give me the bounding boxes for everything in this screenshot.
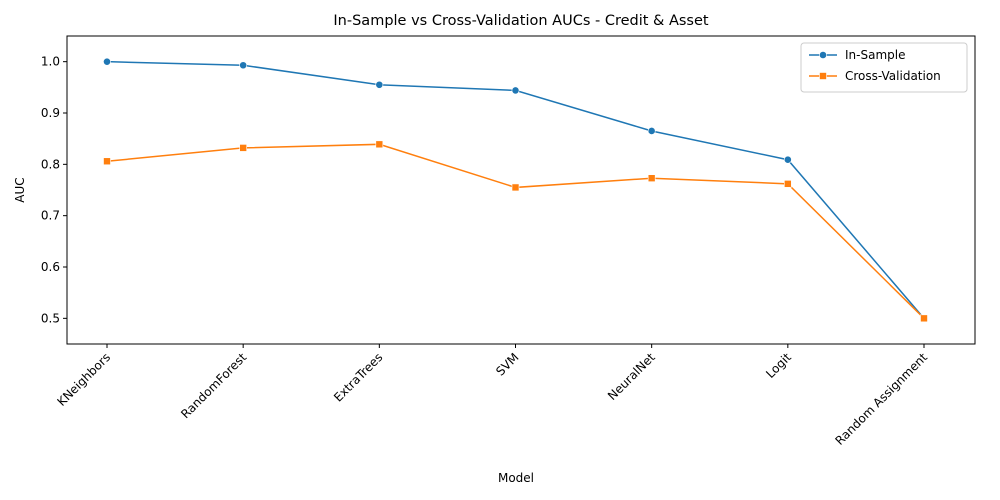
data-point <box>783 155 792 164</box>
x-tick-label: NeuralNet <box>605 350 658 403</box>
data-point <box>239 61 248 70</box>
data-point <box>239 144 247 152</box>
legend-label: Cross-Validation <box>845 69 941 83</box>
x-axis-label: Model <box>498 471 534 485</box>
x-tick-label: RandomForest <box>178 350 249 421</box>
legend-marker <box>819 72 827 80</box>
legend-marker <box>819 51 827 59</box>
x-tick-label: Logit <box>763 350 794 381</box>
legend-label: In-Sample <box>845 48 905 62</box>
data-point <box>375 140 384 149</box>
y-tick-label: 0.8 <box>41 157 60 171</box>
y-tick-label: 0.6 <box>41 260 60 274</box>
y-tick-label: 0.5 <box>41 311 60 325</box>
data-point <box>511 183 520 192</box>
y-axis-ticks: 0.5 0.6 0.7 0.8 0.9 1.0 <box>41 55 67 325</box>
data-point <box>784 180 792 188</box>
data-point <box>375 80 384 89</box>
series-layer <box>103 57 928 323</box>
y-axis-label: AUC <box>13 177 27 202</box>
data-point <box>103 57 111 66</box>
data-point <box>647 174 656 182</box>
x-tick-label: SVM <box>493 350 521 378</box>
series-1 <box>103 140 928 323</box>
data-point <box>920 314 928 323</box>
data-point <box>647 127 656 135</box>
legend: In-Sample Cross-Validation <box>800 42 968 93</box>
legend-box <box>800 42 968 93</box>
x-tick-label: KNeighbors <box>54 350 113 409</box>
series-line <box>106 143 925 319</box>
data-point <box>103 157 111 166</box>
y-tick-label: 1.0 <box>41 55 60 69</box>
y-tick-label: 0.9 <box>41 106 60 120</box>
y-tick-label: 0.7 <box>41 209 60 223</box>
x-tick-label: Random Assignment <box>832 350 930 448</box>
x-tick-label: ExtraTrees <box>331 350 385 404</box>
data-point <box>511 86 520 95</box>
chart-title: In-Sample vs Cross-Validation AUCs - Cre… <box>333 13 709 29</box>
plot-area <box>66 35 976 345</box>
x-axis-ticks: KNeighbors RandomForest ExtraTrees SVM Neura… <box>54 344 930 448</box>
series-0 <box>103 57 928 323</box>
